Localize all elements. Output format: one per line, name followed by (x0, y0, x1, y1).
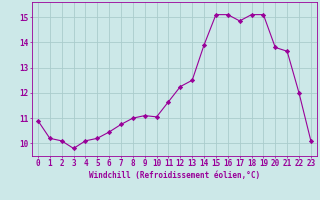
X-axis label: Windchill (Refroidissement éolien,°C): Windchill (Refroidissement éolien,°C) (89, 171, 260, 180)
